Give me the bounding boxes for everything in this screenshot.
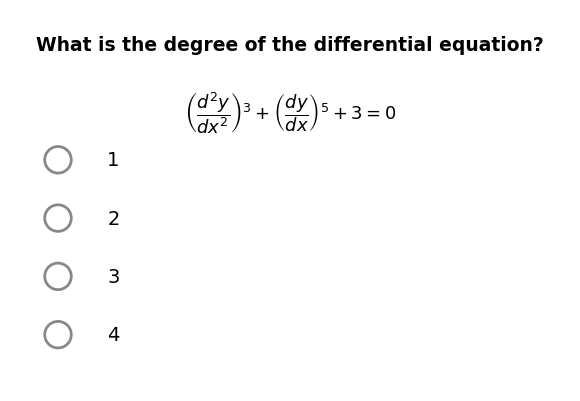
Text: $\left(\dfrac{d^2y}{dx^2}\right)^3 + \left(\dfrac{dy}{dx}\right)^5 + 3 = 0$: $\left(\dfrac{d^2y}{dx^2}\right)^3 + \le… bbox=[184, 90, 396, 136]
Text: 2: 2 bbox=[107, 209, 119, 228]
Text: What is the degree of the differential equation?: What is the degree of the differential e… bbox=[36, 36, 544, 55]
Text: 3: 3 bbox=[107, 267, 119, 286]
Text: 1: 1 bbox=[107, 151, 119, 170]
Text: 4: 4 bbox=[107, 325, 119, 344]
